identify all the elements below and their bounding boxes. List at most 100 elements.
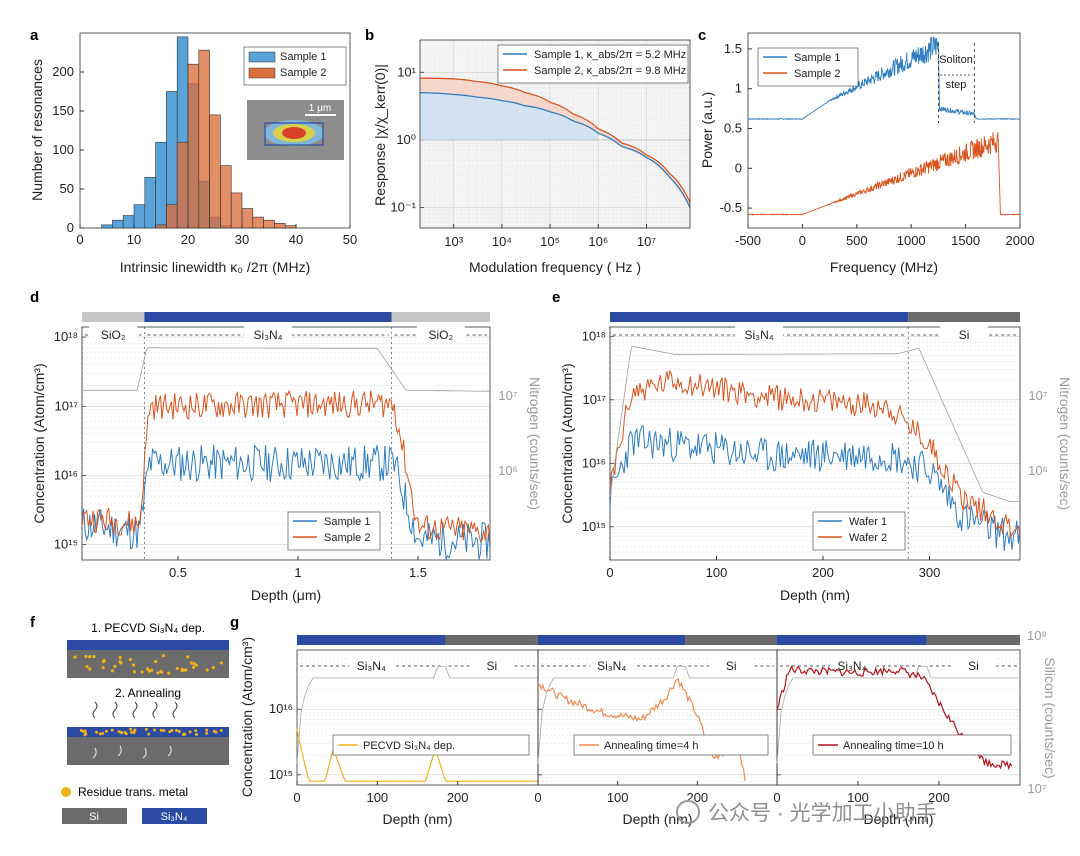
chart-g: 10¹⁵ 10¹⁶ Si₃N₄ Si 0 100 200 Depth (nm) PECVD Si… [239, 628, 1058, 827]
layer-label: Si₃N₄ [837, 659, 866, 673]
histogram-bar [274, 223, 286, 229]
legend-label: Sample 1 [280, 51, 326, 63]
label-a: a [30, 27, 39, 44]
series-line-2 [537, 678, 746, 782]
metal-dot [175, 728, 179, 732]
y-tick-label: -0.5 [720, 200, 742, 215]
legend-label: Sample 1 [794, 52, 840, 64]
metal-dot [132, 670, 137, 674]
y-tick-label: 10¹⁸ [54, 329, 78, 344]
chart-e: 10¹⁵ 10¹⁶ 10¹⁷ 10¹⁸ Si₃N₄ Si 0 100 200 300 10⁶ 10⁷ D… [559, 312, 1073, 603]
label-c: c [698, 27, 706, 44]
histogram-bar [230, 192, 243, 229]
silicon-trace [776, 666, 1020, 764]
x-tick-label: 0 [293, 790, 300, 805]
y2-axis-label: Nitrogen (counts/sec) [527, 377, 543, 510]
y-tick-label: 10¹⁶ [269, 701, 293, 716]
metal-dot [104, 729, 108, 733]
y-tick-label: 1.5 [724, 41, 742, 56]
layer-bar-sin [777, 635, 927, 645]
legend-label: Wafer 1 [849, 516, 887, 528]
y-axis-label: Concentration (Atom/cm³) [559, 363, 575, 523]
x-axis-label: Depth (nm) [863, 811, 933, 827]
y-tick-label: 10¹⁷ [55, 398, 79, 413]
y-tick-label: 10¹⁶ [54, 467, 78, 482]
layer-label-bg [951, 657, 996, 673]
metal-dot [73, 655, 77, 659]
series-line-2 [81, 389, 491, 544]
histogram-bar [122, 215, 135, 229]
diffusion-arrows-icon [92, 745, 172, 759]
metal-dot [118, 655, 122, 660]
y2-tick-label: 10⁶ [1028, 463, 1048, 478]
layer-bar-sin [538, 635, 686, 645]
metal-dot [188, 730, 192, 734]
metal-dot [159, 669, 163, 673]
layer-bar-sin [297, 635, 446, 645]
wechat-icon [676, 800, 700, 824]
legend-si-swatch [62, 808, 127, 824]
legend-box [287, 511, 381, 551]
shade-sample-2 [420, 78, 690, 208]
inset-mode-core [282, 127, 306, 139]
histogram-bar [263, 219, 275, 229]
label-b: b [365, 27, 374, 44]
y-tick-label: 0 [67, 220, 74, 235]
metal-dot [211, 665, 216, 670]
histogram-bar [284, 225, 297, 229]
y2-tick-label: 10⁷ [1028, 388, 1047, 403]
y2-tick-label: 10⁷ [498, 388, 517, 403]
metal-dot [110, 669, 115, 673]
x-tick-label: 0 [76, 232, 83, 247]
x-tick-label: 40 [289, 232, 303, 247]
y-tick-label: 10¹ [397, 64, 416, 79]
layer-label: Si [726, 659, 737, 673]
layer-bar [610, 312, 909, 322]
silicon-trace [537, 666, 777, 764]
metal-dot [79, 729, 83, 733]
layer-label: Si₃N₄ [253, 328, 282, 342]
metal-dot [84, 654, 88, 659]
legend-label: Wafer 2 [849, 532, 887, 544]
schematic-f: 1. PECVD Si₃N₄ dep. 2. Annealing Residue… [61, 621, 229, 824]
metal-dot [128, 657, 133, 662]
x-tick-label: 10⁶ [588, 234, 608, 249]
legend-label: Sample 1, κ_abs/2π = 5.2 MHz [534, 49, 686, 61]
legend-swatch [248, 51, 276, 63]
metal-dot [88, 667, 92, 671]
chart-a: 0 10 20 30 40 50 0 50 100 150 200 Intrinsic linewid… [29, 32, 357, 275]
x-tick-label: 200 [812, 565, 834, 580]
layer-label-bg [416, 326, 465, 342]
legend-box [812, 511, 906, 551]
plot-frame [747, 32, 1021, 229]
metal-dot [205, 668, 209, 672]
heat-waves-icon [92, 701, 178, 719]
x-tick-label: 0 [799, 233, 806, 248]
metal-dot [205, 728, 209, 732]
y-axis-label: Concentration (Atom/cm³) [31, 363, 47, 523]
y-tick-label: 100 [52, 142, 74, 157]
layer-bar [144, 312, 392, 322]
histogram-bar [209, 114, 221, 229]
layer-label-bg [940, 326, 989, 342]
series-line-1 [420, 92, 691, 208]
metal-dot [161, 654, 166, 658]
x-tick-label: 100 [607, 790, 629, 805]
series-line-2 [747, 132, 1021, 216]
y2-tick-label: 10⁸ [1027, 628, 1047, 643]
metal-dot [88, 655, 92, 659]
metal-dot [219, 661, 224, 665]
metal-dot [129, 730, 133, 734]
watermark-text: 公众号 · 光学加工小助手 [708, 802, 937, 825]
x-axis-label: Depth (nm) [780, 587, 850, 603]
layer-bar-si [445, 635, 538, 645]
x-tick-label: 50 [343, 232, 357, 247]
metal-dot [146, 667, 150, 671]
x-tick-label: 0 [606, 565, 613, 580]
x-tick-label: 200 [686, 790, 708, 805]
histogram-bar [133, 204, 146, 229]
y-tick-label: 10¹⁵ [582, 519, 606, 534]
y2-tick-label: 10⁶ [498, 463, 518, 478]
layer-label: Si [968, 659, 979, 673]
y-tick-label: 50 [60, 181, 74, 196]
